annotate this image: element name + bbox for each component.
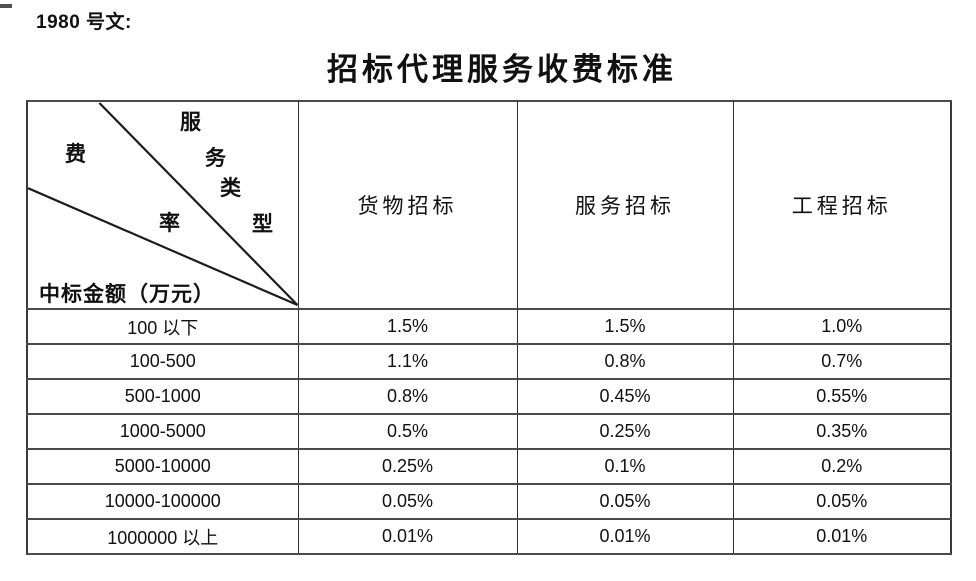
corner-top-label-char: 服	[180, 110, 201, 134]
rate-cell: 0.01%	[297, 518, 518, 555]
corner-top-label-char: 型	[252, 212, 273, 236]
table-row: 1000000 以上 0.01% 0.01% 0.01%	[26, 518, 952, 555]
rate-cell: 0.1%	[516, 448, 734, 485]
rate-cell: 1.5%	[516, 308, 734, 345]
corner-mid-label-char: 率	[159, 211, 180, 235]
rate-cell: 0.2%	[732, 448, 952, 485]
rate-cell: 0.25%	[297, 448, 518, 485]
column-header-services: 服务招标	[516, 100, 734, 310]
rate-cell: 0.05%	[732, 483, 952, 520]
page-title: 招标代理服务收费标准	[327, 52, 677, 87]
rate-cell: 0.55%	[732, 378, 952, 415]
rate-cell: 0.7%	[732, 343, 952, 380]
amount-range-cell: 10000-100000	[26, 483, 299, 520]
table-row: 100-500 1.1% 0.8% 0.7%	[26, 343, 952, 380]
corner-amount-label: 中标金额（万元）	[39, 282, 215, 306]
rate-cell: 0.8%	[297, 378, 518, 415]
table-row: 100 以下 1.5% 1.5% 1.0%	[26, 308, 952, 345]
rate-cell: 0.5%	[297, 413, 518, 450]
amount-range-cell: 5000-10000	[26, 448, 299, 485]
diagonal-corner-cell: 服 费 务 类 率 型 中标金额（万元）	[26, 100, 299, 310]
amount-range-cell: 1000000 以上	[26, 518, 299, 555]
document-number-label: 1980 号文:	[36, 12, 132, 33]
rate-cell: 1.1%	[297, 343, 518, 380]
table-row: 10000-100000 0.05% 0.05% 0.05%	[26, 483, 952, 520]
table-row: 5000-10000 0.25% 0.1% 0.2%	[26, 448, 952, 485]
corner-top-label-char: 类	[220, 176, 241, 200]
rate-cell: 0.35%	[732, 413, 952, 450]
page-edge-artifact	[0, 4, 12, 8]
rate-cell: 0.25%	[516, 413, 734, 450]
corner-mid-label-char: 费	[65, 142, 86, 166]
rate-cell: 1.5%	[297, 308, 518, 345]
amount-range-cell: 500-1000	[26, 378, 299, 415]
column-header-engineering: 工程招标	[732, 100, 952, 310]
rate-cell: 0.01%	[732, 518, 952, 555]
amount-range-cell: 1000-5000	[26, 413, 299, 450]
rate-cell: 0.8%	[516, 343, 734, 380]
amount-range-cell: 100-500	[26, 343, 299, 380]
rate-cell: 0.01%	[516, 518, 734, 555]
rate-cell: 0.05%	[516, 483, 734, 520]
rate-cell: 1.0%	[732, 308, 952, 345]
amount-range-cell: 100 以下	[26, 308, 299, 345]
table-header-row: 服 费 务 类 率 型 中标金额（万元） 货物招标 服务招标 工程招标	[26, 100, 952, 310]
corner-top-label-char: 务	[205, 146, 226, 170]
rate-cell: 0.05%	[297, 483, 518, 520]
table-row: 1000-5000 0.5% 0.25% 0.35%	[26, 413, 952, 450]
rate-cell: 0.45%	[516, 378, 734, 415]
fee-standard-table: 服 费 务 类 率 型 中标金额（万元） 货物招标 服务招标 工程招标 100 …	[26, 100, 952, 555]
diagonal-divider-lines	[28, 102, 298, 307]
table-row: 500-1000 0.8% 0.45% 0.55%	[26, 378, 952, 415]
column-header-goods: 货物招标	[297, 100, 518, 310]
